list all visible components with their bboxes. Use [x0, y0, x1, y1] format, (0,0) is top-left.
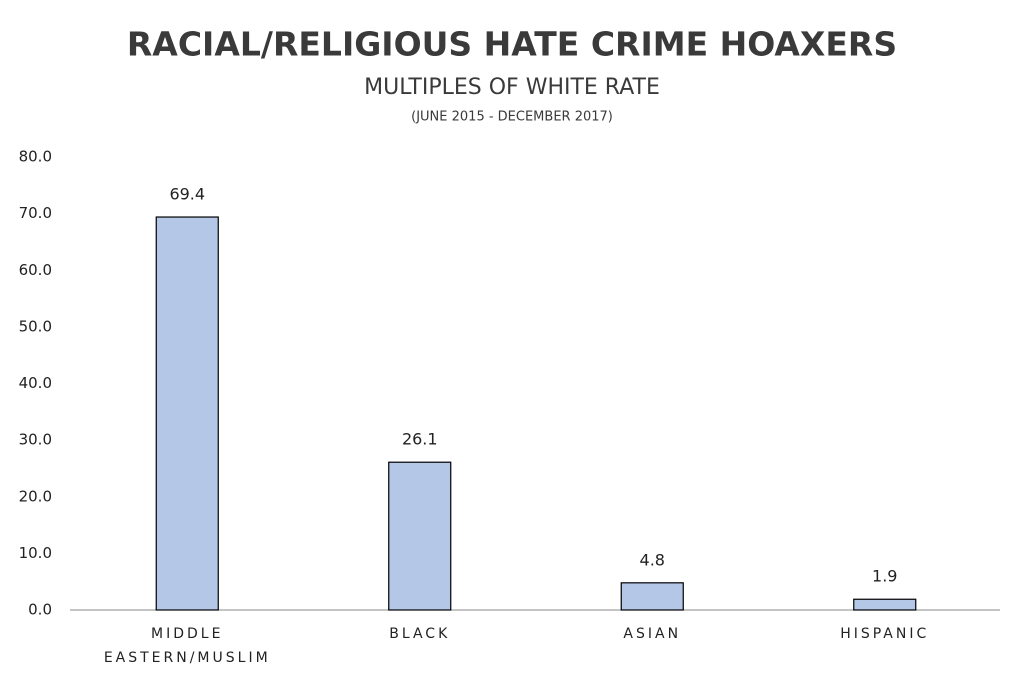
y-tick-label: 40.0: [19, 374, 52, 392]
value-label: 69.4: [169, 185, 205, 204]
y-tick-label: 80.0: [19, 148, 52, 166]
bar: [620, 582, 684, 611]
x-tick-label: HISPANIC: [840, 626, 930, 642]
y-tick-label: 70.0: [19, 204, 52, 222]
bar: [155, 216, 219, 611]
date-range: (JUNE 2015 - DECEMBER 2017): [411, 110, 613, 125]
y-tick-label: 0.0: [28, 601, 52, 619]
value-label: 26.1: [402, 430, 438, 449]
y-tick-label: 10.0: [19, 544, 52, 562]
value-label: 1.9: [872, 567, 897, 586]
y-tick-label: 60.0: [19, 261, 52, 279]
x-tick-label: ASIAN: [623, 626, 682, 642]
y-tick-label: 30.0: [19, 431, 52, 449]
bar: [853, 598, 917, 611]
chart-subtitle: MULTIPLES OF WHITE RATE: [364, 75, 660, 100]
chart-title: RACIAL/RELIGIOUS HATE CRIME HOAXERS: [127, 25, 897, 64]
x-tick-label: MIDDLE EASTERN/MUSLIM: [103, 626, 271, 666]
y-tick-label: 20.0: [19, 487, 52, 505]
value-label: 4.8: [640, 550, 665, 569]
x-tick-label: BLACK: [389, 626, 451, 642]
y-tick-label: 50.0: [19, 317, 52, 335]
bar: [388, 461, 452, 611]
